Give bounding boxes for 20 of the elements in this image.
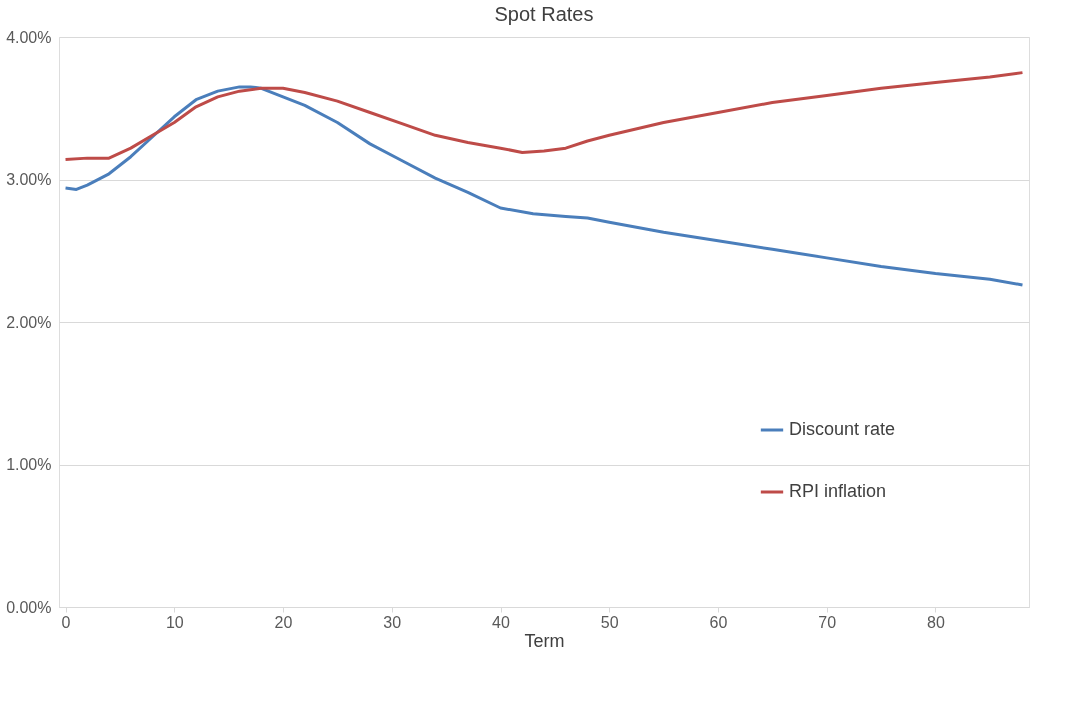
y-tick-label: 1.00% xyxy=(6,456,52,473)
legend-label: Discount rate xyxy=(789,419,896,439)
x-tick-label: 20 xyxy=(274,613,293,631)
y-tick-label: 2.00% xyxy=(6,313,52,331)
x-tick-label: 40 xyxy=(492,613,510,631)
x-tick-label: 10 xyxy=(165,613,184,631)
y-tick-label: 4.00% xyxy=(6,28,52,46)
line-series xyxy=(64,71,1024,162)
x-tick-label: 70 xyxy=(818,613,837,631)
y-tick-label: 0.00% xyxy=(6,598,52,616)
x-tick-label: 50 xyxy=(600,613,619,631)
y-tick-label: 3.00% xyxy=(6,171,52,188)
chart-title: Spot Rates xyxy=(494,3,594,25)
x-tick-label: 30 xyxy=(383,613,402,631)
x-tick-label: 60 xyxy=(709,613,728,631)
x-tick-label: 0 xyxy=(61,613,71,631)
x-tick-label: 80 xyxy=(927,613,945,631)
x-axis-title: Term xyxy=(524,630,565,651)
line-series xyxy=(64,85,1024,287)
legend-label: RPI inflation xyxy=(789,481,887,501)
